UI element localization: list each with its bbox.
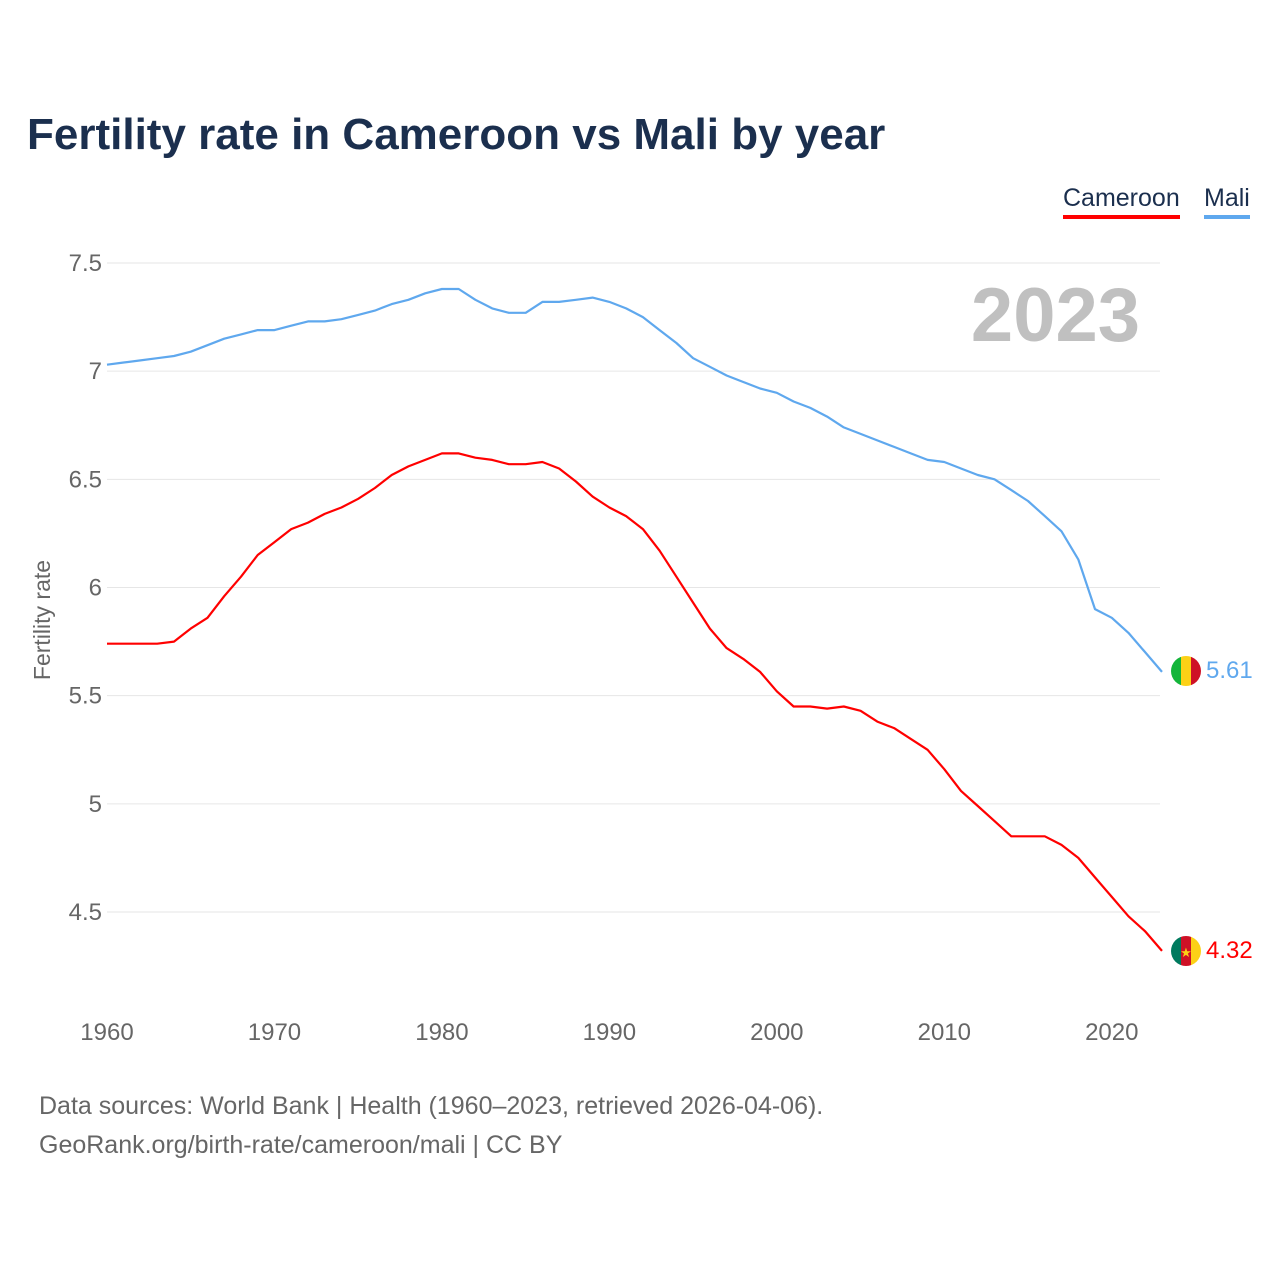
cameroon-flag-icon: ★ <box>1171 936 1201 966</box>
source-text: Data sources: World Bank | Health (1960–… <box>39 1092 824 1120</box>
series-line-mali <box>106 287 1163 673</box>
year-watermark: 2023 <box>971 273 1140 358</box>
legend-cameroon[interactable]: Cameroon <box>1063 184 1180 219</box>
x-tick-label: 1990 <box>583 1019 636 1046</box>
y-tick-label: 5.5 <box>69 683 102 710</box>
x-tick-label: 1980 <box>415 1019 468 1046</box>
y-tick-label: 6.5 <box>69 466 102 493</box>
x-tick-label: 1960 <box>80 1019 133 1046</box>
y-tick-label: 7 <box>89 358 102 385</box>
chart-title: Fertility rate in Cameroon vs Mali by ye… <box>27 110 886 159</box>
y-tick-label: 6 <box>89 575 102 602</box>
y-axis-label: Fertility rate <box>29 560 55 680</box>
legend-mali[interactable]: Mali <box>1204 184 1250 219</box>
x-tick-label: 1970 <box>248 1019 301 1046</box>
footer: Data sources: World Bank | Health (1960–… <box>39 1087 823 1165</box>
y-tick-label: 4.5 <box>69 899 102 926</box>
attribution-link[interactable]: GeoRank.org/birth-rate/cameroon/mali | C… <box>39 1131 563 1159</box>
y-tick-label: 5 <box>89 791 102 818</box>
y-tick-label: 7.5 <box>69 250 102 277</box>
mali-end-label: 5.61 <box>1206 657 1253 684</box>
x-tick-label: 2020 <box>1085 1019 1138 1046</box>
mali-flag-icon <box>1171 656 1201 686</box>
svg-text:★: ★ <box>1180 945 1192 960</box>
x-tick-label: 2000 <box>750 1019 803 1046</box>
series-line-cameroon <box>107 452 1163 952</box>
cameroon-end-label: 4.32 <box>1206 937 1253 964</box>
x-tick-label: 2010 <box>918 1019 971 1046</box>
